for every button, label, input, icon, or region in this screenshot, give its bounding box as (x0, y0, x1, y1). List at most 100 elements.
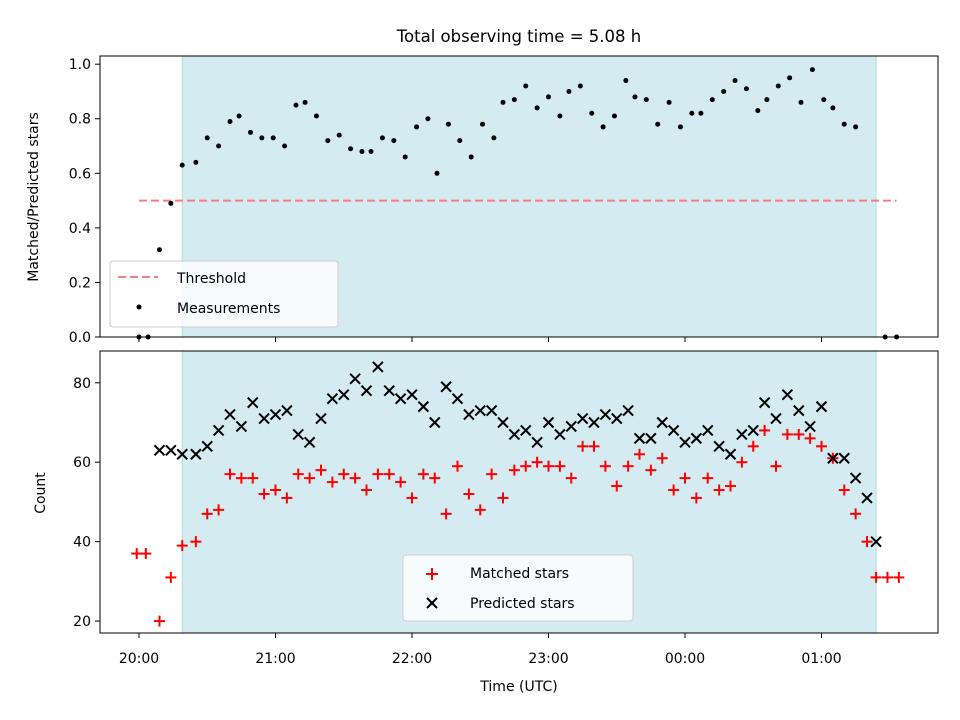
x-tick-label: 01:00 (801, 651, 841, 667)
measurement-point (445, 121, 451, 127)
top-axes-frame (99, 55, 939, 338)
predicted-star-point (485, 404, 498, 417)
matched-star-point (816, 440, 827, 452)
x-axis-label: Time (UTC) (479, 679, 557, 695)
matched-star-point (611, 480, 623, 492)
matched-star-point (452, 460, 463, 472)
y-tick-label: 0.4 (69, 221, 91, 237)
predicted-star-point (190, 448, 202, 460)
matched-star-point (315, 464, 327, 476)
matched-legend-swatch (426, 568, 438, 580)
matched-star-point (645, 464, 657, 476)
measurement-point (179, 162, 185, 168)
measurement-point (623, 78, 629, 84)
measurement-point (798, 99, 804, 105)
predicted-star-point (736, 428, 748, 441)
predicted-star-point (440, 381, 452, 393)
measurement-point (457, 138, 463, 144)
matched-star-point (656, 452, 668, 464)
matched-star-point (349, 472, 361, 484)
predicted-star-point (758, 396, 771, 409)
measurement-point (677, 124, 683, 130)
matched-star-point (429, 472, 441, 484)
predicted-star-point (201, 440, 213, 453)
predicted-star-point (247, 396, 259, 409)
predicted-star-point (633, 432, 646, 445)
measurement-point (557, 113, 563, 119)
matched-star-point (759, 424, 771, 436)
measurement-point (425, 116, 431, 122)
measurement-point (534, 105, 540, 111)
matched-star-point (292, 468, 304, 480)
matched-star-point (247, 472, 259, 484)
measurement-point (259, 135, 265, 141)
predicted-star-point (542, 416, 555, 429)
matched-star-point (838, 484, 850, 496)
y-tick-label: 80 (73, 376, 91, 392)
measurement-point (236, 113, 242, 119)
predicted-star-point (338, 388, 350, 401)
predicted-star-point (667, 424, 680, 437)
matched-star-point (713, 484, 725, 496)
matched-star-point (372, 468, 384, 480)
bottom-axes-frame (99, 350, 939, 634)
predicted-star-point (417, 400, 430, 413)
matched-star-point (235, 472, 247, 484)
matched-star-point (361, 484, 372, 496)
predicted-star-point (611, 412, 623, 425)
predicted-star-point (497, 416, 509, 429)
measurement-point (577, 83, 583, 89)
predicted-star-point (599, 408, 612, 421)
predicted-star-point (861, 492, 873, 504)
predicted-star-point (520, 424, 532, 437)
measurement-point (743, 86, 749, 92)
matched-star-point (165, 571, 177, 583)
predicted-star-point (281, 404, 293, 417)
measurement-point (775, 83, 781, 89)
chart-title: Total observing time = 5.08 h (396, 27, 641, 46)
y-tick-label: 0.6 (69, 166, 91, 182)
measurement-point (156, 247, 162, 253)
predicted-star-point (679, 436, 691, 449)
top-legend: Threshold Measurements (109, 260, 339, 328)
matched-star-point (793, 428, 805, 440)
measurement-point (821, 97, 827, 103)
threshold-legend-label: Threshold (176, 271, 246, 287)
predicted-star-point (645, 432, 657, 445)
predicted-star-point (406, 388, 418, 401)
predicted-star-point (576, 412, 589, 425)
y-tick-label: 1.0 (69, 57, 91, 73)
measurement-point (764, 97, 770, 103)
measurement-point (193, 159, 199, 165)
predicted-legend-swatch (426, 597, 438, 609)
measurement-point (732, 78, 738, 84)
predicted-star-point (554, 428, 566, 441)
predicted-star-point (224, 408, 236, 421)
predicted-star-point (702, 424, 714, 437)
measurement-point (721, 88, 727, 94)
matched-star-point (599, 460, 611, 472)
predicted-star-point (849, 472, 862, 484)
predicted-star-point (153, 444, 166, 457)
measurement-point (566, 88, 572, 94)
measurement-point (611, 113, 617, 119)
predicted-star-point (212, 424, 225, 437)
predicted-star-point (326, 392, 339, 405)
y-tick-label: 60 (73, 455, 91, 471)
x-tick-label: 21:00 (255, 651, 295, 667)
bottom-legend: Matched stars Predicted stars (402, 554, 634, 622)
matched-star-point (176, 540, 188, 552)
predicted-star-point (815, 400, 828, 413)
matched-star-point (881, 571, 893, 583)
predicted-star-point (781, 388, 794, 401)
y-tick-label: 20 (73, 614, 91, 630)
predicted-star-point (690, 432, 703, 445)
predicted-star-point (372, 361, 384, 373)
matched-star-point (153, 615, 165, 627)
bottom-legend-box (402, 554, 634, 622)
matched-star-point (577, 440, 589, 452)
measurement-point (500, 99, 506, 105)
predicted-star-point (565, 420, 577, 433)
